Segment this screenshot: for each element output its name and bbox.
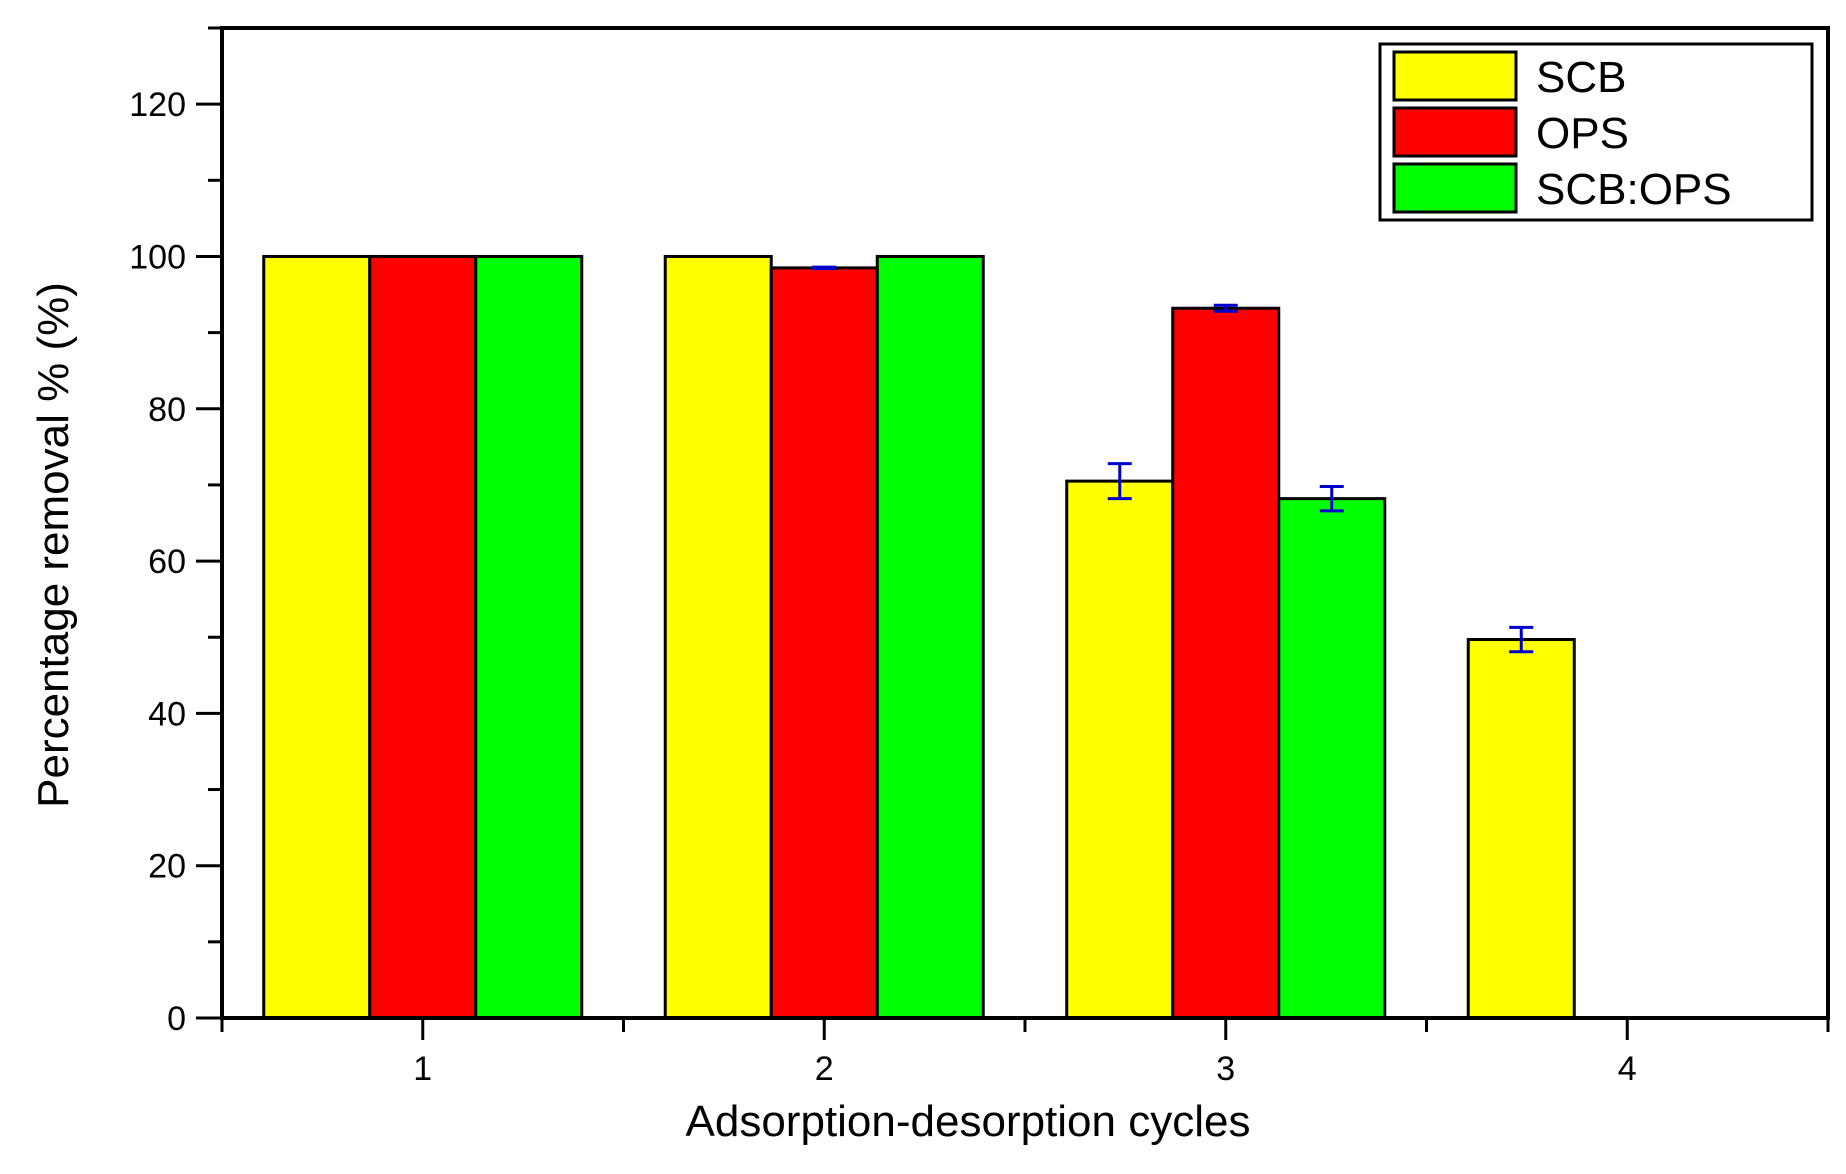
bar-scb-cycle-2 xyxy=(663,254,773,1020)
error-bar-ops-cycle-3 xyxy=(1213,303,1238,313)
y-tick-label: 120 xyxy=(129,86,186,124)
legend-label-ops: OPS xyxy=(1536,109,1629,158)
error-bar-scb-cycle-3 xyxy=(1107,462,1132,501)
bar-ops-cycle-3 xyxy=(1171,306,1281,1020)
legend-swatch-scb xyxy=(1392,50,1518,102)
bars-layer xyxy=(262,254,1576,1020)
error-bar-ops-cycle-2 xyxy=(812,265,837,271)
x-tick-label: 3 xyxy=(1216,1050,1235,1088)
bar-ops-cycle-2 xyxy=(769,266,879,1020)
bar-scb-ops-cycle-1 xyxy=(474,254,584,1020)
legend-swatch-scb-ops xyxy=(1392,162,1518,214)
y-tick-label: 60 xyxy=(148,543,186,581)
error-bars-layer xyxy=(812,265,1534,654)
y-tick-label: 80 xyxy=(148,391,186,429)
y-tick-label: 20 xyxy=(148,848,186,886)
bar-scb-cycle-4 xyxy=(1466,638,1576,1020)
x-tick-label: 2 xyxy=(815,1050,834,1088)
legend: SCB OPS SCB:OPS xyxy=(1378,42,1814,222)
bar-scb-ops-cycle-2 xyxy=(875,254,985,1020)
error-bar-scb-ops-cycle-3 xyxy=(1319,484,1344,513)
y-tick-label: 100 xyxy=(129,238,186,276)
y-tick-label: 0 xyxy=(167,1000,186,1038)
y-axis-title: Percentage removal % (%) xyxy=(29,282,78,808)
x-tick-label: 4 xyxy=(1618,1050,1637,1088)
bar-scb-cycle-1 xyxy=(262,254,372,1020)
bar-ops-cycle-1 xyxy=(368,254,478,1020)
x-axis: 1 2 3 4 xyxy=(220,1018,1830,1088)
x-tick-label: 1 xyxy=(413,1050,432,1088)
x-axis-title: Adsorption-desorption cycles xyxy=(686,1097,1251,1146)
legend-swatch-ops xyxy=(1392,106,1518,158)
y-axis: 0 20 40 60 80 100 120 xyxy=(129,26,222,1038)
legend-label-scb: SCB xyxy=(1536,53,1626,102)
y-tick-label: 40 xyxy=(148,695,186,733)
bar-scb-cycle-3 xyxy=(1065,479,1175,1020)
bar-scb-ops-cycle-3 xyxy=(1277,497,1387,1020)
legend-label-scb-ops: SCB:OPS xyxy=(1536,165,1732,214)
error-bar-scb-cycle-4 xyxy=(1509,625,1534,654)
